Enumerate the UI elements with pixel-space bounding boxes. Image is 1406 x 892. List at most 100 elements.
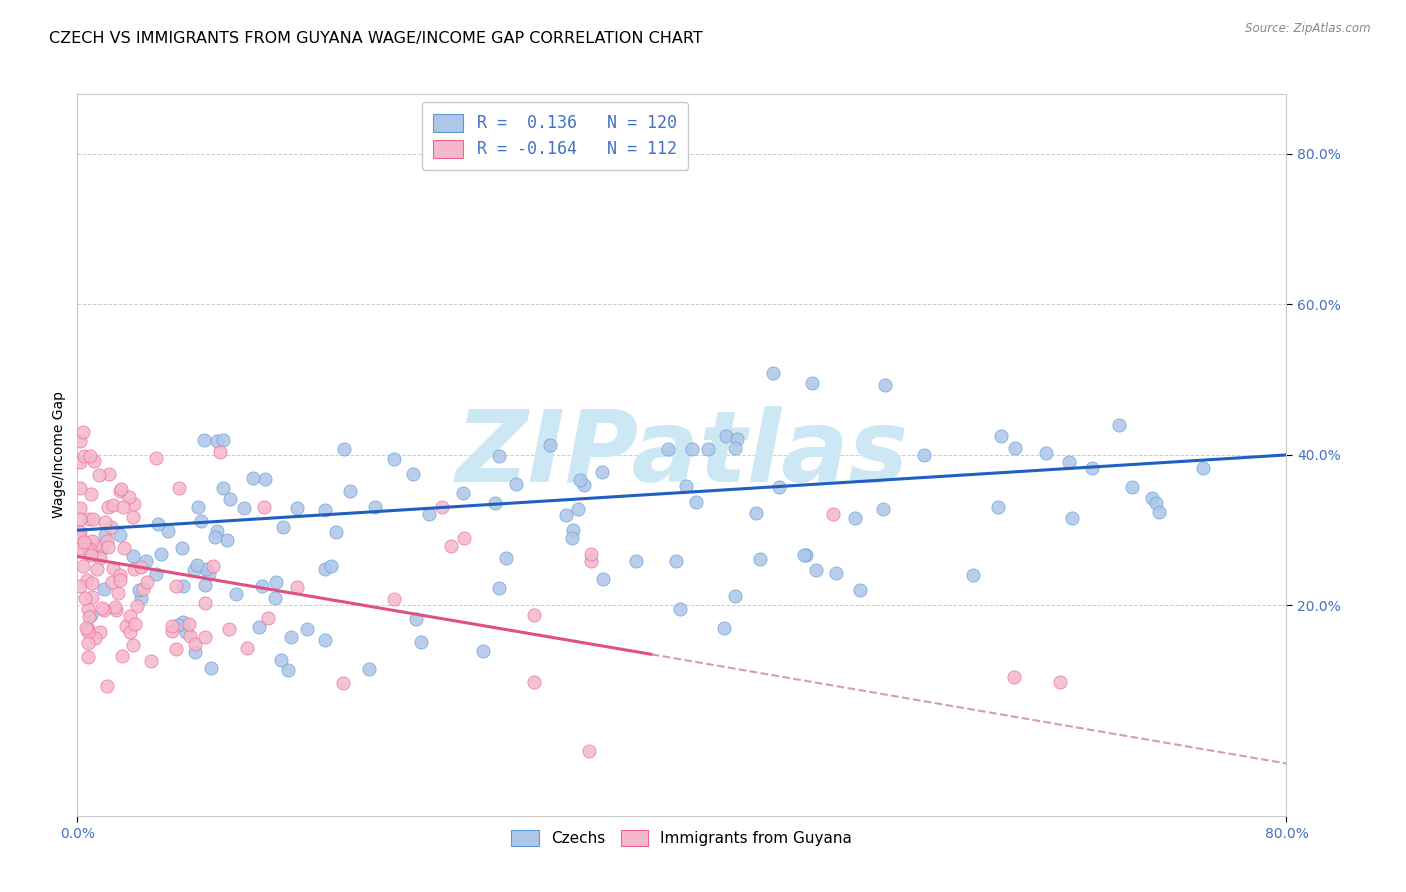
Point xyxy=(108,528,131,542)
Point xyxy=(128,583,150,598)
Point xyxy=(205,524,228,539)
Point xyxy=(561,531,583,545)
Point xyxy=(217,533,239,547)
Point xyxy=(432,500,454,514)
Point xyxy=(80,548,103,562)
Point xyxy=(314,503,336,517)
Point xyxy=(118,490,141,504)
Point xyxy=(990,429,1012,443)
Point xyxy=(505,476,527,491)
Point xyxy=(768,480,790,494)
Point xyxy=(129,559,152,574)
Point xyxy=(332,442,354,456)
Point xyxy=(568,474,591,488)
Point xyxy=(247,620,270,634)
Point xyxy=(111,649,134,664)
Point xyxy=(762,367,785,381)
Point xyxy=(713,621,735,635)
Point xyxy=(167,618,190,632)
Point xyxy=(69,501,91,516)
Point xyxy=(440,539,463,553)
Point xyxy=(69,481,91,495)
Point xyxy=(124,616,146,631)
Point xyxy=(1142,491,1164,505)
Point xyxy=(75,621,97,635)
Point xyxy=(69,538,91,552)
Point xyxy=(523,608,546,623)
Point xyxy=(194,596,217,610)
Point xyxy=(122,497,145,511)
Point xyxy=(849,583,872,598)
Point xyxy=(72,559,94,574)
Point xyxy=(146,516,169,531)
Point xyxy=(714,429,737,443)
Point xyxy=(402,467,425,481)
Point xyxy=(76,623,98,637)
Point xyxy=(183,563,205,577)
Point xyxy=(103,498,125,512)
Point xyxy=(172,615,194,630)
Point xyxy=(174,625,197,640)
Point xyxy=(135,554,157,568)
Point xyxy=(800,376,823,391)
Point xyxy=(93,515,115,529)
Point xyxy=(1144,495,1167,509)
Point xyxy=(748,551,770,566)
Point xyxy=(574,478,596,492)
Point xyxy=(212,481,235,495)
Point xyxy=(793,548,815,562)
Point xyxy=(200,661,222,675)
Point xyxy=(135,574,157,589)
Point xyxy=(107,586,129,600)
Point xyxy=(495,550,517,565)
Point xyxy=(167,481,190,495)
Point xyxy=(270,653,292,667)
Point xyxy=(488,581,510,595)
Point xyxy=(76,636,98,650)
Point xyxy=(83,454,105,468)
Point xyxy=(253,500,276,514)
Point xyxy=(697,442,720,457)
Point xyxy=(77,624,100,639)
Point xyxy=(101,575,124,590)
Point xyxy=(725,432,748,446)
Point xyxy=(170,541,193,555)
Point xyxy=(668,601,690,615)
Point xyxy=(872,501,894,516)
Point xyxy=(70,541,93,555)
Point xyxy=(89,625,111,640)
Point xyxy=(96,533,118,548)
Point xyxy=(488,450,510,464)
Point xyxy=(824,566,846,580)
Point xyxy=(193,433,215,447)
Point xyxy=(80,534,103,549)
Point xyxy=(364,500,387,515)
Point xyxy=(120,624,142,639)
Point xyxy=(382,452,405,467)
Point xyxy=(1057,455,1080,469)
Point xyxy=(77,542,100,557)
Point xyxy=(204,530,226,544)
Point xyxy=(987,500,1010,515)
Point xyxy=(682,442,704,457)
Point xyxy=(86,562,108,576)
Point xyxy=(89,550,111,565)
Point xyxy=(110,483,132,498)
Point xyxy=(242,471,264,485)
Point xyxy=(77,602,100,616)
Point xyxy=(121,638,143,652)
Legend: Czechs, Immigrants from Guyana: Czechs, Immigrants from Guyana xyxy=(502,821,862,855)
Point xyxy=(1081,461,1104,475)
Point xyxy=(405,612,427,626)
Point xyxy=(125,599,148,614)
Point xyxy=(82,590,104,604)
Point xyxy=(624,554,647,568)
Point xyxy=(1035,446,1057,460)
Point xyxy=(1060,510,1083,524)
Point xyxy=(77,512,100,526)
Point xyxy=(685,495,707,509)
Point xyxy=(120,608,142,623)
Point xyxy=(150,547,173,561)
Point xyxy=(484,496,506,510)
Point xyxy=(212,434,235,448)
